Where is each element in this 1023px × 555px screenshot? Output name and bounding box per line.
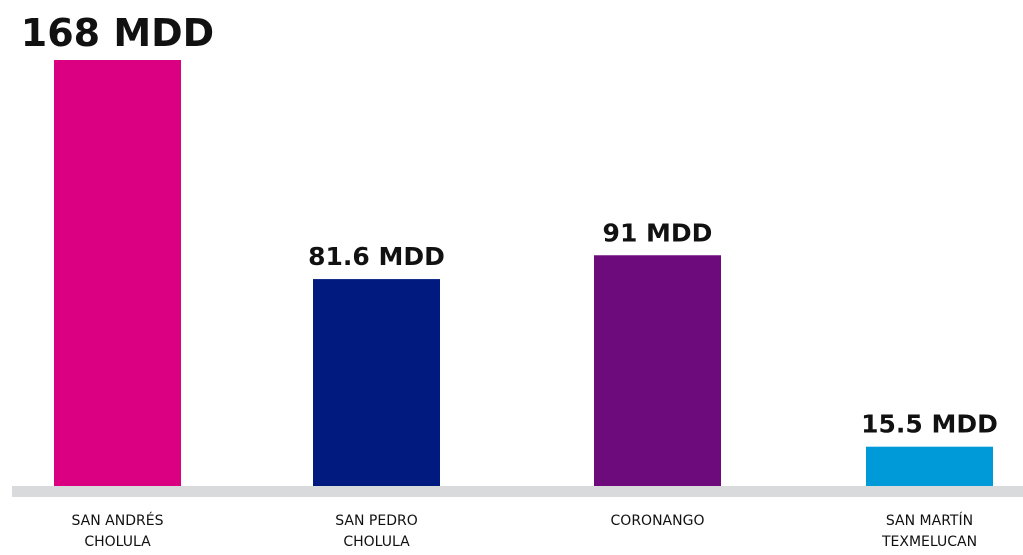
value-label: 168 MDD: [21, 11, 214, 55]
x-tick-label: SAN MARTÍN TEXMELUCAN: [881, 513, 978, 550]
x-tick-label: SAN PEDRO CHOLULA: [335, 513, 418, 550]
x-tick-label: SAN ANDRÉS CHOLULA: [71, 513, 164, 550]
bar: [54, 60, 181, 486]
bar: [313, 279, 440, 486]
baseline: [12, 486, 1023, 497]
value-label: 81.6 MDD: [308, 242, 445, 271]
value-label: 15.5 MDD: [861, 410, 998, 439]
value-label: 91 MDD: [603, 218, 713, 247]
x-tick-label: CORONANGO: [610, 513, 705, 529]
bar: [594, 255, 721, 486]
bar: [866, 446, 993, 486]
